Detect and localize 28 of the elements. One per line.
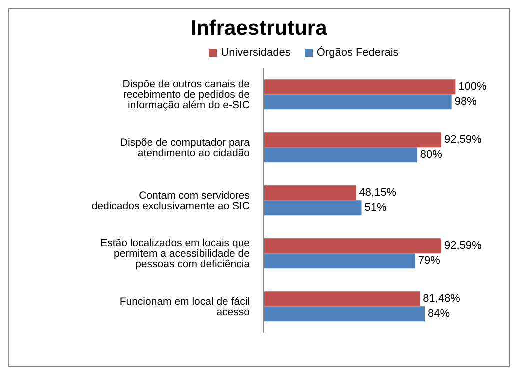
data-label: 80% (420, 149, 443, 162)
y-tick-label: Contam com servidores dedicados exclusivamente ao SIC (92, 190, 250, 212)
data-label: 48,15% (359, 187, 397, 200)
y-tick-label: Funcionam em local de fácil acesso (120, 296, 250, 318)
chart-title: Infraestrutura (190, 17, 328, 41)
bar (264, 292, 420, 307)
data-label: 79% (418, 255, 441, 268)
data-label: 100% (458, 81, 488, 94)
bar (264, 254, 416, 269)
y-tick-label: Dispõe de computador para atendimento ao cidadão (120, 136, 250, 160)
data-label: 92,59% (444, 240, 482, 252)
data-label: 92,59% (444, 134, 482, 146)
y-tick-label: Dispõe de outros canais de recebimento de pedidos de informação além do e-SIC (122, 78, 250, 112)
bar (264, 94, 452, 110)
bar (264, 132, 442, 148)
bar (264, 148, 418, 163)
data-label: 51% (364, 202, 387, 214)
data-label: 84% (428, 308, 450, 320)
data-label: 81,48% (423, 293, 461, 306)
bar (264, 200, 362, 216)
bar (264, 238, 442, 254)
bar (264, 306, 425, 322)
data-label: 98% (454, 96, 478, 108)
bar (264, 80, 456, 95)
legend-label: Universidades (220, 47, 291, 59)
legend-label: Órgãos Federais (316, 47, 399, 59)
bar (264, 186, 356, 201)
y-tick-label: Estão localizados em locais que permitem a acessibilidade de pessoas com deficiência (100, 238, 250, 271)
